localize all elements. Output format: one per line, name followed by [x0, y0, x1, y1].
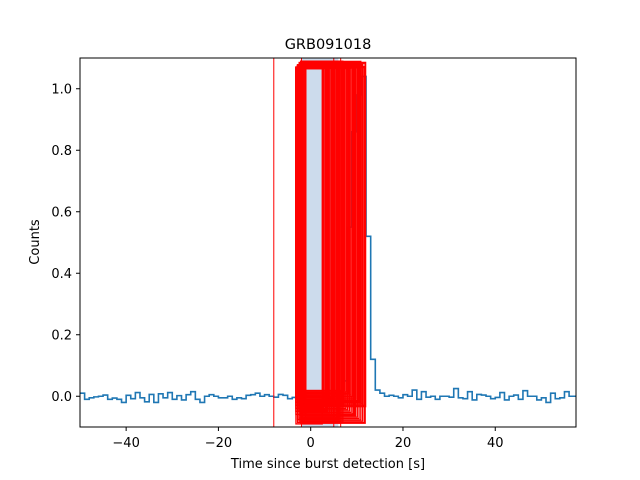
overlay-box — [296, 64, 327, 411]
axes-frame — [79, 57, 577, 428]
y-axis-label: Counts — [28, 219, 43, 265]
overlay-box — [295, 66, 355, 416]
overlay-box — [303, 63, 366, 424]
overlay-box — [298, 61, 344, 407]
plot-area — [80, 58, 576, 427]
y-tick-label: 1.0 — [51, 82, 72, 97]
x-tick-label: −40 — [112, 436, 139, 451]
x-axis-label: Time since burst detection [s] — [230, 457, 425, 472]
chart-title: GRB091018 — [285, 37, 372, 53]
x-tick-label: −20 — [205, 436, 232, 451]
overlay-boxes-layer — [273, 58, 367, 427]
y-tick-label: 0.4 — [51, 267, 72, 282]
overlay-box — [300, 67, 360, 402]
x-tick-label: 20 — [395, 436, 412, 451]
y-tick-label: 0.6 — [51, 205, 72, 220]
x-axis-ticks: −40 −20 0 20 40 — [112, 427, 504, 451]
x-tick-label: 0 — [307, 436, 315, 451]
y-tick-label: 0.0 — [51, 390, 72, 405]
y-axis-ticks: 0.0 0.2 0.4 0.6 0.8 1.0 — [51, 82, 80, 405]
y-tick-label: 0.8 — [51, 144, 72, 159]
x-tick-label: 40 — [487, 436, 504, 451]
y-tick-label: 0.2 — [51, 328, 72, 343]
overlay-box — [304, 60, 339, 420]
